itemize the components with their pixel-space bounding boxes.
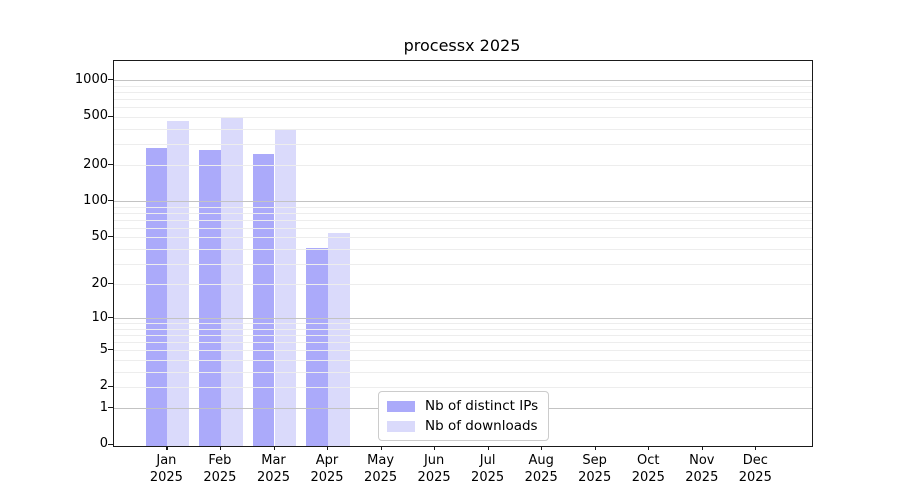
legend-swatch-distinct-ips (387, 400, 415, 412)
x-tick-label: Jul 2025 (471, 453, 505, 485)
gridlines-layer (114, 61, 812, 446)
legend-item-downloads: Nb of downloads (387, 418, 538, 434)
gridline-minor (114, 342, 812, 344)
x-tick-label: Aug 2025 (524, 453, 558, 485)
gridline-minor (114, 335, 812, 337)
gridline-minor (114, 219, 812, 221)
bar-nb-of-distinct-ips-apr (306, 247, 328, 446)
bar-nb-of-distinct-ips-mar (252, 153, 275, 446)
x-tick-label: Nov 2025 (685, 453, 719, 485)
bar-nb-of-downloads-jan (167, 121, 190, 446)
y-tick-label: 2 (99, 378, 108, 394)
y-tick-label: 100 (83, 192, 108, 208)
gridline-minor (114, 350, 812, 352)
bars-layer (114, 61, 812, 446)
gridline-minor (114, 359, 812, 361)
gridline-minor (114, 371, 812, 373)
gridline-minor (114, 116, 812, 118)
bar-nb-of-distinct-ips-jan (145, 148, 168, 446)
gridline-minor (114, 92, 812, 93)
bar-nb-of-distinct-ips-feb (199, 150, 221, 446)
plot-area (113, 60, 813, 447)
gridline-major (114, 318, 812, 320)
x-tick-label: Jan 2025 (149, 453, 183, 485)
gridline-minor (114, 328, 812, 330)
bar-nb-of-downloads-mar (274, 129, 297, 446)
gridline-minor (114, 165, 812, 166)
y-tick-label: 50 (91, 228, 108, 244)
gridline-minor (114, 237, 812, 239)
gridline-minor (114, 386, 812, 388)
x-tick-label: Mar 2025 (256, 453, 291, 485)
gridline-minor (114, 323, 812, 325)
gridline-minor (114, 284, 812, 286)
gridline-major (114, 80, 812, 82)
gridline-minor (114, 248, 812, 250)
gridline-minor (114, 143, 812, 145)
x-tick-label: May 2025 (364, 453, 398, 485)
y-tick-label: 200 (83, 156, 108, 172)
x-tick-label: Jun 2025 (417, 453, 451, 485)
gridline-minor (114, 85, 812, 87)
gridline-minor (114, 206, 812, 208)
y-tick-label: 1000 (74, 71, 108, 87)
x-tick-label: Oct 2025 (631, 453, 665, 485)
gridline-minor (114, 107, 812, 109)
gridline-minor (114, 99, 812, 100)
legend-label-downloads: Nb of downloads (425, 418, 538, 434)
y-tick-label: 500 (83, 108, 108, 124)
legend-label-distinct-ips: Nb of distinct IPs (425, 398, 539, 414)
legend-swatch-downloads (387, 420, 415, 432)
gridline-major (114, 201, 812, 203)
gridline-minor (114, 227, 812, 229)
legend-item-distinct-ips: Nb of distinct IPs (387, 398, 538, 414)
x-tick-label: Apr 2025 (310, 453, 344, 485)
y-tick-label: 0 (99, 436, 108, 452)
gridline-minor (114, 263, 812, 265)
y-tick-label: 10 (91, 309, 108, 325)
chart-title: processx 2025 (403, 36, 521, 55)
x-tick-label: Dec 2025 (738, 453, 772, 485)
legend: Nb of distinct IPs Nb of downloads (378, 391, 550, 441)
x-tick-label: Feb 2025 (203, 453, 237, 485)
y-tick-label: 1 (99, 399, 108, 415)
gridline-minor (114, 128, 812, 130)
y-tick-label: 20 (91, 275, 108, 291)
bar-nb-of-downloads-apr (328, 233, 350, 446)
bar-nb-of-downloads-feb (220, 117, 243, 446)
y-tick-label: 5 (99, 341, 108, 357)
x-tick-label: Sep 2025 (578, 453, 612, 485)
gridline-minor (114, 212, 812, 214)
